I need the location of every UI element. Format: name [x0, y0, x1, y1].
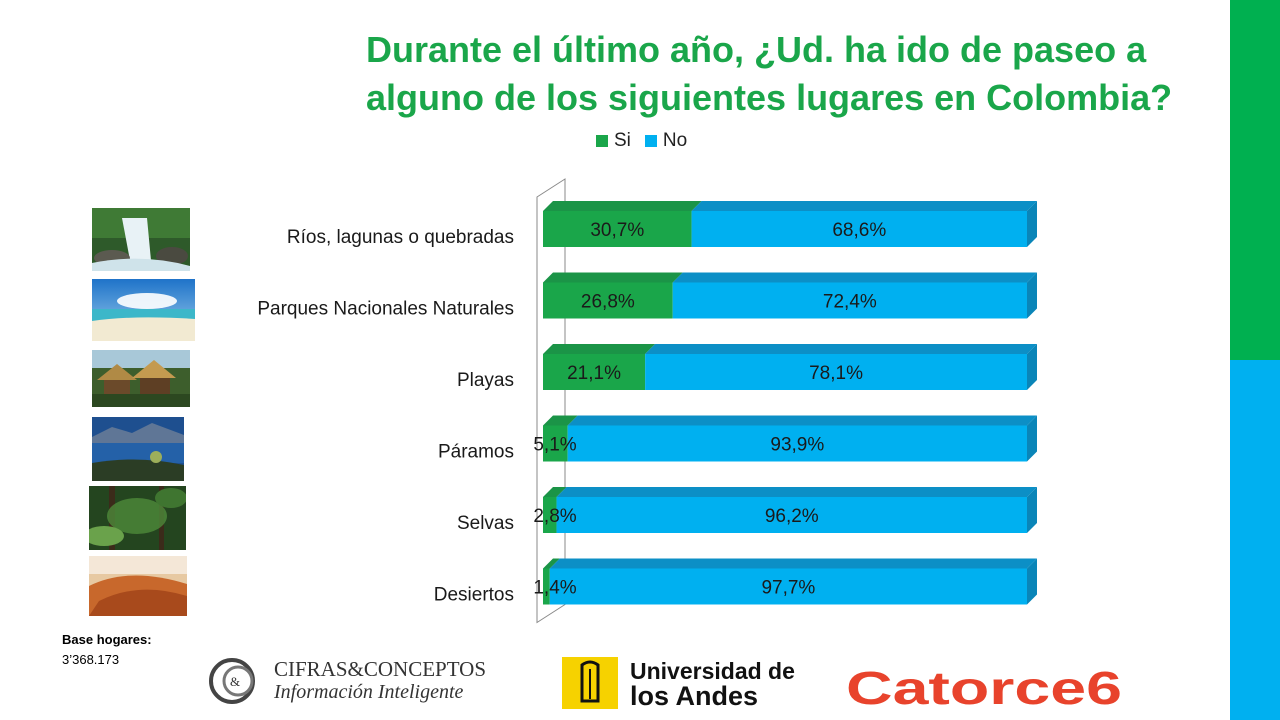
- category-label-4: Selvas: [457, 513, 514, 534]
- beach-photo: [92, 279, 195, 341]
- side-accent-blue: [1230, 360, 1280, 720]
- category-label-0: Ríos, lagunas o quebradas: [287, 227, 514, 248]
- base-note: Base hogares: 3’368.173: [62, 630, 152, 670]
- legend-label-si: Si: [614, 130, 631, 151]
- bar-side-1: [1027, 272, 1037, 319]
- waterfall-photo: [92, 208, 190, 271]
- data-label-no-1: 72,4%: [823, 292, 877, 313]
- legend-label-no: No: [662, 130, 688, 151]
- cifras-line1: CIFRAS&CONCEPTOS: [274, 657, 486, 681]
- chart-legend: Si No: [596, 130, 701, 152]
- bar-no-4: [556, 497, 1027, 533]
- bar-top-si-1: [543, 272, 683, 283]
- uniandes-line1: Universidad de: [630, 658, 795, 684]
- side-accent-green: [1230, 0, 1280, 360]
- data-label-si-3: 5,1%: [533, 435, 576, 456]
- stacked-bar-chart: 30,7% 68,6% Ríos, lagunas o quebradas 26,8%…: [257, 178, 1037, 624]
- bar-top-no-3: [567, 415, 1037, 426]
- data-label-si-2: 21,1%: [567, 363, 621, 384]
- bar-top-si-3: [543, 415, 578, 426]
- data-label-no-0: 68,6%: [832, 220, 886, 241]
- bar-no-3: [567, 425, 1027, 462]
- bar-no-0: [691, 211, 1027, 247]
- catorce6-logo: Catorce6: [846, 660, 1128, 714]
- huts-photo: [92, 350, 190, 407]
- bar-top-no-1: [672, 272, 1037, 283]
- uniandes-logo: Universidad de los Andes: [562, 655, 822, 711]
- bar-top-no-0: [691, 201, 1037, 211]
- page-title: Durante el último año, ¿Ud. ha ido de pa…: [366, 29, 1173, 118]
- bar-top-si-2: [543, 344, 656, 354]
- bar-si-4: [543, 497, 557, 533]
- bar-side-2: [1027, 344, 1037, 390]
- legend-swatch-no: [644, 135, 657, 147]
- data-label-no-4: 96,2%: [765, 506, 819, 527]
- bar-top-no-2: [645, 344, 1037, 354]
- bar-top-si-0: [543, 201, 702, 211]
- category-label-5: Desiertos: [434, 585, 514, 606]
- bar-side-4: [1027, 487, 1037, 533]
- bar-no-2: [645, 354, 1027, 390]
- bar-si-2: [543, 354, 646, 390]
- cifras-line2: Información Inteligente: [273, 681, 464, 703]
- legend-item-no: No: [644, 130, 688, 152]
- svg-text:&: &: [230, 674, 240, 689]
- data-label-si-4: 2,8%: [533, 506, 576, 527]
- category-label-1: Parques Nacionales Naturales: [257, 299, 514, 320]
- desert-photo: [89, 556, 187, 616]
- uniandes-line2: los Andes: [630, 681, 758, 711]
- bar-side-3: [1027, 415, 1037, 462]
- category-label-3: Páramos: [438, 442, 514, 463]
- data-label-si-5: 1,4%: [533, 578, 576, 599]
- bar-si-5: [543, 568, 550, 605]
- paramo-lake-photo: [92, 417, 184, 481]
- legend-item-si: Si: [596, 130, 631, 152]
- bar-no-1: [672, 282, 1027, 319]
- bar-no-5: [549, 568, 1027, 605]
- data-label-si-1: 26,8%: [581, 292, 635, 313]
- bar-si-3: [543, 425, 568, 462]
- bar-top-no-4: [556, 487, 1037, 497]
- jungle-photo: [89, 486, 186, 550]
- bar-si-1: [543, 282, 673, 319]
- base-value: 3’368.173: [62, 652, 120, 667]
- bar-top-no-5: [549, 558, 1037, 569]
- data-label-no-3: 93,9%: [770, 435, 824, 456]
- category-label-2: Playas: [457, 370, 514, 391]
- legend-swatch-si: [596, 135, 608, 147]
- base-label: Base hogares:: [62, 632, 152, 647]
- bar-si-0: [543, 211, 692, 247]
- data-label-no-2: 78,1%: [809, 363, 863, 384]
- bar-top-si-4: [543, 487, 567, 497]
- cifras-conceptos-logo: & CIFRAS&CONCEPTOS Información Inteligen…: [208, 656, 538, 706]
- data-label-si-0: 30,7%: [590, 220, 644, 241]
- bar-side-5: [1027, 558, 1037, 605]
- data-label-no-5: 97,7%: [761, 578, 815, 599]
- bar-side-0: [1027, 201, 1037, 247]
- catorce6-text: Catorce6: [846, 662, 1122, 714]
- bar-top-si-5: [543, 558, 560, 569]
